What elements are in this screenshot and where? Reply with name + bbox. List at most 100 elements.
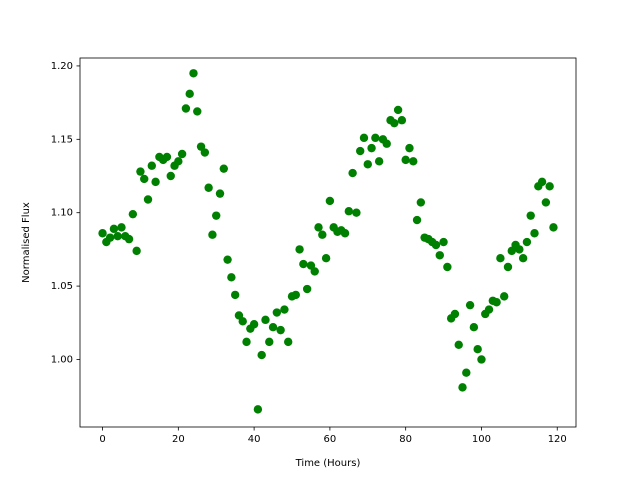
point	[359, 133, 369, 143]
point	[409, 157, 418, 166]
point	[496, 254, 505, 263]
point	[272, 308, 282, 317]
point	[541, 198, 551, 207]
point	[280, 305, 289, 314]
point	[522, 237, 532, 247]
point	[492, 298, 501, 307]
point	[117, 223, 126, 232]
point	[503, 262, 513, 272]
point	[462, 368, 471, 377]
point	[291, 290, 300, 300]
point	[356, 146, 365, 156]
point	[140, 174, 149, 184]
point	[435, 251, 444, 260]
point	[484, 305, 494, 314]
point	[249, 320, 259, 329]
point	[295, 245, 304, 254]
point	[193, 107, 202, 116]
point	[253, 405, 263, 414]
point	[215, 189, 225, 198]
point	[363, 160, 372, 169]
point	[318, 230, 327, 239]
point	[212, 211, 221, 220]
point	[113, 231, 122, 241]
point	[284, 337, 293, 347]
point	[412, 215, 422, 225]
point	[458, 383, 467, 392]
point	[219, 164, 228, 173]
point	[268, 322, 278, 332]
point	[382, 139, 391, 148]
y-tick-label: 1.05	[51, 281, 73, 292]
point	[189, 69, 198, 78]
point	[230, 290, 240, 300]
point	[310, 267, 319, 276]
point	[450, 309, 460, 319]
point	[499, 292, 509, 301]
point	[314, 223, 323, 232]
point	[352, 208, 361, 217]
point	[344, 207, 354, 216]
point	[302, 284, 312, 294]
point	[151, 177, 160, 187]
point	[98, 229, 107, 238]
y-tick-label: 1.15	[51, 134, 73, 145]
point	[465, 300, 475, 310]
point	[242, 337, 251, 347]
point	[515, 245, 524, 254]
point	[431, 240, 441, 250]
point	[181, 104, 191, 113]
point	[166, 171, 175, 181]
point	[477, 355, 486, 364]
point	[439, 237, 448, 247]
point	[128, 209, 138, 219]
plot-frame	[79, 57, 577, 428]
point	[537, 177, 547, 187]
point	[374, 157, 384, 166]
point	[124, 234, 134, 244]
point	[390, 118, 399, 128]
point	[185, 89, 194, 99]
x-tick-label: 20	[172, 434, 185, 445]
point	[443, 262, 452, 272]
y-tick-label: 1.10	[51, 208, 73, 219]
x-tick-label: 0	[99, 434, 105, 445]
x-tick-label: 120	[548, 434, 567, 445]
point	[393, 105, 403, 115]
point	[473, 345, 482, 354]
point	[109, 224, 119, 234]
point	[299, 259, 308, 269]
point	[454, 340, 463, 350]
x-tick-label: 60	[324, 434, 337, 445]
x-tick-label: 100	[472, 434, 491, 445]
y-axis-label: Normalised Flux	[21, 202, 32, 283]
point	[238, 317, 247, 326]
point	[200, 148, 210, 157]
x-tick-label: 40	[248, 434, 261, 445]
point	[405, 143, 414, 153]
point	[147, 161, 157, 170]
point	[136, 167, 145, 176]
x-tick-label: 80	[399, 434, 412, 445]
point	[371, 133, 380, 143]
point	[348, 168, 357, 178]
point	[261, 315, 270, 325]
point	[132, 246, 141, 256]
point	[549, 223, 558, 232]
point	[223, 255, 232, 264]
point	[227, 273, 236, 282]
point	[257, 350, 266, 360]
x-axis-label: Time (Hours)	[295, 458, 361, 469]
point	[276, 325, 285, 335]
point	[526, 211, 535, 220]
point	[545, 182, 554, 191]
point	[518, 254, 528, 263]
point	[340, 229, 350, 238]
y-tick-label: 1.00	[51, 354, 73, 365]
point	[177, 149, 187, 159]
point	[321, 254, 331, 263]
point	[174, 157, 183, 166]
point	[325, 196, 335, 206]
point	[143, 195, 153, 204]
